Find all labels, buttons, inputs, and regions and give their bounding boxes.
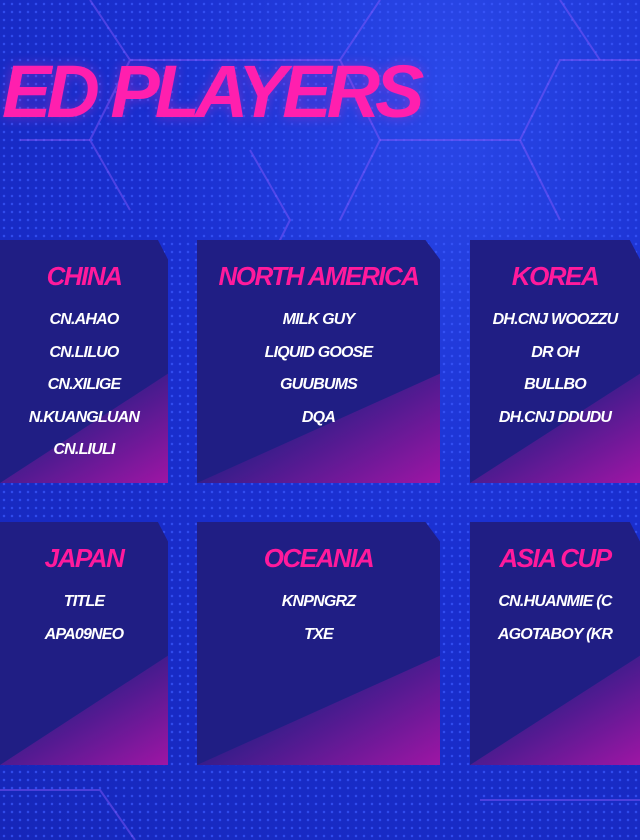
player-name: GUUBUMS (279, 376, 358, 393)
region-panel-oceania: OCEANIA KNPNGRZ TXE (197, 522, 440, 765)
panel-content: OCEANIA KNPNGRZ TXE (197, 522, 440, 651)
player-list: KNPNGRZ TXE (197, 586, 440, 651)
player-list: CN.HUANMIE (C AGOTABOY (KR (470, 586, 640, 651)
panel-content: NORTH AMERICA MILK GUY LIQUID GOOSE GUUBUMS… (197, 240, 440, 434)
player-list: CN.AHAO CN.LILUO CN.XILIGE N.KUANGLUAN CN.LI… (0, 304, 168, 467)
panel-content: JAPAN TITLE APA09NEO (0, 522, 168, 651)
player-name: BULLBO (524, 376, 587, 393)
player-name: CN.HUANMIE (C (498, 593, 612, 610)
player-name: KNPNGRZ (281, 593, 356, 610)
region-name: ASIA CUP (499, 543, 612, 573)
player-name: DQA (301, 408, 336, 426)
region-name: JAPAN (44, 543, 125, 573)
player-list: TITLE APA09NEO (0, 586, 168, 651)
region-panel-north-america: NORTH AMERICA MILK GUY LIQUID GOOSE GUUBUMS… (197, 240, 440, 483)
player-list: MILK GUY LIQUID GOOSE GUUBUMS DQA (197, 304, 440, 434)
player-name: CN.AHAO (49, 311, 119, 328)
player-name: DR OH (531, 343, 579, 361)
panel-content: KOREA DH.CNJ WOOZZU DR OH BULLBO DH.CNJ DDUD… (470, 240, 640, 434)
region-panel-china: CHINA CN.AHAO CN.LILUO CN.XILIGE N.KUANGLUAN… (0, 240, 168, 483)
page-title: ED PLAYERS (2, 50, 424, 133)
player-name: AGOTABOY (KR (497, 625, 613, 643)
panel-content: ASIA CUP CN.HUANMIE (C AGOTABOY (KR (470, 522, 640, 651)
player-name: TITLE (63, 593, 105, 610)
player-name: CN.LILUO (49, 343, 119, 361)
player-name: LIQUID GOOSE (264, 343, 374, 361)
region-panel-japan: JAPAN TITLE APA09NEO (0, 522, 168, 765)
player-name: CN.XILIGE (47, 376, 122, 393)
panel-content: CHINA CN.AHAO CN.LILUO CN.XILIGE N.KUANGLUAN… (0, 240, 168, 467)
region-name: KOREA (511, 261, 600, 291)
region-panel-korea: KOREA DH.CNJ WOOZZU DR OH BULLBO DH.CNJ DDUD… (470, 240, 640, 483)
player-name: APA09NEO (44, 625, 124, 643)
player-name: TXE (304, 625, 334, 643)
player-name: DH.CNJ WOOZZU (492, 311, 619, 328)
region-panel-asia-cup: ASIA CUP CN.HUANMIE (C AGOTABOY (KR (470, 522, 640, 765)
region-name: NORTH AMERICA (218, 261, 420, 291)
player-name: N.KUANGLUAN (28, 408, 140, 426)
region-name: CHINA (46, 261, 123, 291)
player-name: CN.LIULI (53, 441, 115, 458)
region-name: OCEANIA (263, 543, 375, 573)
player-name: DH.CNJ DDUDU (498, 408, 612, 426)
player-list: DH.CNJ WOOZZU DR OH BULLBO DH.CNJ DDUDU (470, 304, 640, 434)
player-name: MILK GUY (282, 311, 356, 328)
